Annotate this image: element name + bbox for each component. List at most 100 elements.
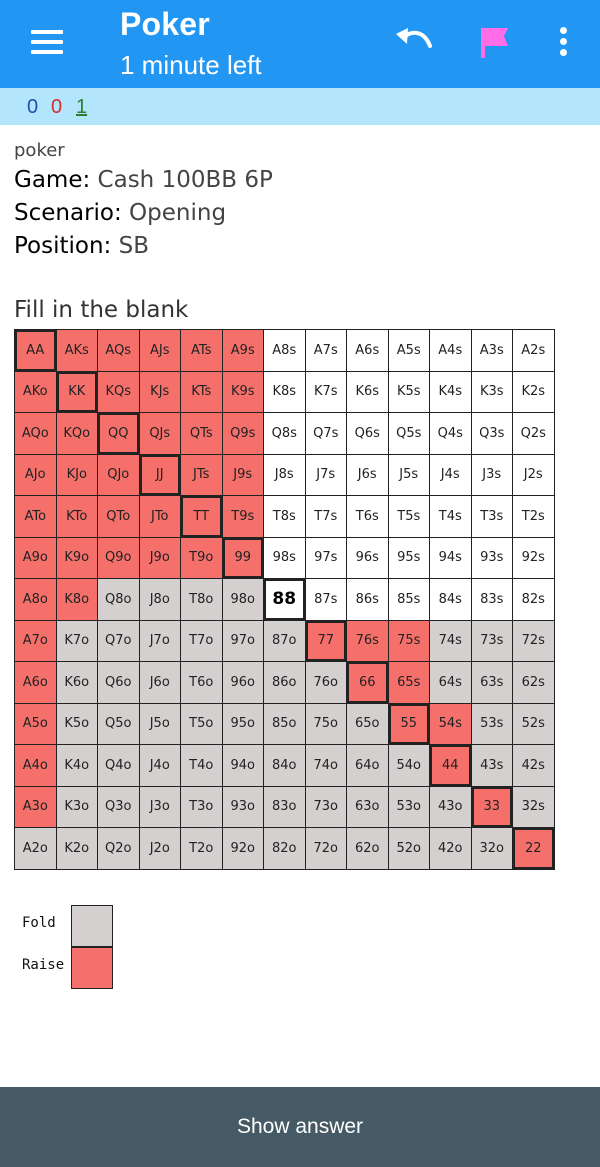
hand-cell-55[interactable]: 55 — [388, 703, 430, 745]
hand-cell-Q3s[interactable]: Q3s — [471, 413, 513, 455]
hand-cell-64s[interactable]: 64s — [430, 662, 472, 704]
hand-cell-83o[interactable]: 83o — [264, 786, 306, 828]
hand-cell-64o[interactable]: 64o — [347, 745, 389, 787]
hand-cell-22[interactable]: 22 — [513, 828, 555, 870]
hand-cell-J4o[interactable]: J4o — [139, 745, 181, 787]
hand-cell-92s[interactable]: 92s — [513, 537, 555, 579]
hand-cell-88[interactable]: 88 — [264, 579, 306, 621]
hand-cell-Q9o[interactable]: Q9o — [98, 537, 140, 579]
hand-cell-K7o[interactable]: K7o — [56, 620, 98, 662]
hand-cell-J8s[interactable]: J8s — [264, 454, 306, 496]
hand-cell-JJ[interactable]: JJ — [139, 454, 181, 496]
hand-cell-76s[interactable]: 76s — [347, 620, 389, 662]
hand-cell-AJs[interactable]: AJs — [139, 330, 181, 372]
hand-cell-K3s[interactable]: K3s — [471, 371, 513, 413]
hand-cell-T2s[interactable]: T2s — [513, 496, 555, 538]
hand-cell-Q8o[interactable]: Q8o — [98, 579, 140, 621]
hand-cell-AQo[interactable]: AQo — [15, 413, 57, 455]
hand-cell-A5s[interactable]: A5s — [388, 330, 430, 372]
hand-cell-J7o[interactable]: J7o — [139, 620, 181, 662]
hand-cell-A8o[interactable]: A8o — [15, 579, 57, 621]
hand-cell-A4o[interactable]: A4o — [15, 745, 57, 787]
hand-cell-A2s[interactable]: A2s — [513, 330, 555, 372]
hand-cell-KJo[interactable]: KJo — [56, 454, 98, 496]
hand-cell-J6s[interactable]: J6s — [347, 454, 389, 496]
hand-cell-75s[interactable]: 75s — [388, 620, 430, 662]
hand-cell-82s[interactable]: 82s — [513, 579, 555, 621]
more-vert-icon[interactable] — [552, 24, 576, 60]
hand-cell-KQo[interactable]: KQo — [56, 413, 98, 455]
hand-cell-J3s[interactable]: J3s — [471, 454, 513, 496]
hand-cell-K3o[interactable]: K3o — [56, 786, 98, 828]
hand-cell-62s[interactable]: 62s — [513, 662, 555, 704]
hand-cell-K4s[interactable]: K4s — [430, 371, 472, 413]
hand-cell-65s[interactable]: 65s — [388, 662, 430, 704]
hand-cell-J5s[interactable]: J5s — [388, 454, 430, 496]
hand-cell-73s[interactable]: 73s — [471, 620, 513, 662]
hand-cell-43o[interactable]: 43o — [430, 786, 472, 828]
hand-cell-T4s[interactable]: T4s — [430, 496, 472, 538]
hand-cell-Q4s[interactable]: Q4s — [430, 413, 472, 455]
hand-cell-J2o[interactable]: J2o — [139, 828, 181, 870]
hand-cell-92o[interactable]: 92o — [222, 828, 264, 870]
hand-cell-94s[interactable]: 94s — [430, 537, 472, 579]
hand-cell-95o[interactable]: 95o — [222, 703, 264, 745]
hand-cell-JTs[interactable]: JTs — [181, 454, 223, 496]
hand-cell-85o[interactable]: 85o — [264, 703, 306, 745]
hand-cell-73o[interactable]: 73o — [305, 786, 347, 828]
hand-cell-T4o[interactable]: T4o — [181, 745, 223, 787]
hand-cell-54o[interactable]: 54o — [388, 745, 430, 787]
hand-cell-Q5s[interactable]: Q5s — [388, 413, 430, 455]
hand-cell-86s[interactable]: 86s — [347, 579, 389, 621]
hand-cell-A9o[interactable]: A9o — [15, 537, 57, 579]
hand-cell-K4o[interactable]: K4o — [56, 745, 98, 787]
hand-cell-K5s[interactable]: K5s — [388, 371, 430, 413]
hand-cell-74o[interactable]: 74o — [305, 745, 347, 787]
hand-cell-KK[interactable]: KK — [56, 371, 98, 413]
hand-cell-AQs[interactable]: AQs — [98, 330, 140, 372]
hand-cell-84s[interactable]: 84s — [430, 579, 472, 621]
hand-cell-43s[interactable]: 43s — [471, 745, 513, 787]
hand-cell-42o[interactable]: 42o — [430, 828, 472, 870]
hand-cell-J6o[interactable]: J6o — [139, 662, 181, 704]
hand-cell-T3o[interactable]: T3o — [181, 786, 223, 828]
undo-icon[interactable] — [394, 26, 434, 58]
hand-cell-AJo[interactable]: AJo — [15, 454, 57, 496]
hand-cell-52s[interactable]: 52s — [513, 703, 555, 745]
hand-cell-K2s[interactable]: K2s — [513, 371, 555, 413]
hand-cell-T9o[interactable]: T9o — [181, 537, 223, 579]
hand-cell-KJs[interactable]: KJs — [139, 371, 181, 413]
hand-cell-A6o[interactable]: A6o — [15, 662, 57, 704]
hand-cell-77[interactable]: 77 — [305, 620, 347, 662]
hand-cell-98s[interactable]: 98s — [264, 537, 306, 579]
hand-cell-96s[interactable]: 96s — [347, 537, 389, 579]
hand-cell-42s[interactable]: 42s — [513, 745, 555, 787]
hand-cell-ATs[interactable]: ATs — [181, 330, 223, 372]
hand-cell-72o[interactable]: 72o — [305, 828, 347, 870]
hand-cell-54s[interactable]: 54s — [430, 703, 472, 745]
hand-cell-T9s[interactable]: T9s — [222, 496, 264, 538]
hand-cell-Q3o[interactable]: Q3o — [98, 786, 140, 828]
hand-cell-KQs[interactable]: KQs — [98, 371, 140, 413]
hand-cell-J5o[interactable]: J5o — [139, 703, 181, 745]
hand-cell-T3s[interactable]: T3s — [471, 496, 513, 538]
hand-cell-87s[interactable]: 87s — [305, 579, 347, 621]
hand-cell-65o[interactable]: 65o — [347, 703, 389, 745]
hand-cell-T8o[interactable]: T8o — [181, 579, 223, 621]
hand-cell-66[interactable]: 66 — [347, 662, 389, 704]
hand-cell-AKo[interactable]: AKo — [15, 371, 57, 413]
hand-cell-AKs[interactable]: AKs — [56, 330, 98, 372]
hand-cell-83s[interactable]: 83s — [471, 579, 513, 621]
hand-cell-A7o[interactable]: A7o — [15, 620, 57, 662]
hand-cell-K8o[interactable]: K8o — [56, 579, 98, 621]
hand-cell-53s[interactable]: 53s — [471, 703, 513, 745]
hand-cell-86o[interactable]: 86o — [264, 662, 306, 704]
hand-cell-K9o[interactable]: K9o — [56, 537, 98, 579]
hand-cell-Q2o[interactable]: Q2o — [98, 828, 140, 870]
hand-cell-Q8s[interactable]: Q8s — [264, 413, 306, 455]
hand-cell-A6s[interactable]: A6s — [347, 330, 389, 372]
hand-cell-95s[interactable]: 95s — [388, 537, 430, 579]
hand-cell-T6o[interactable]: T6o — [181, 662, 223, 704]
show-answer-button[interactable]: Show answer — [0, 1087, 600, 1167]
hand-cell-94o[interactable]: 94o — [222, 745, 264, 787]
